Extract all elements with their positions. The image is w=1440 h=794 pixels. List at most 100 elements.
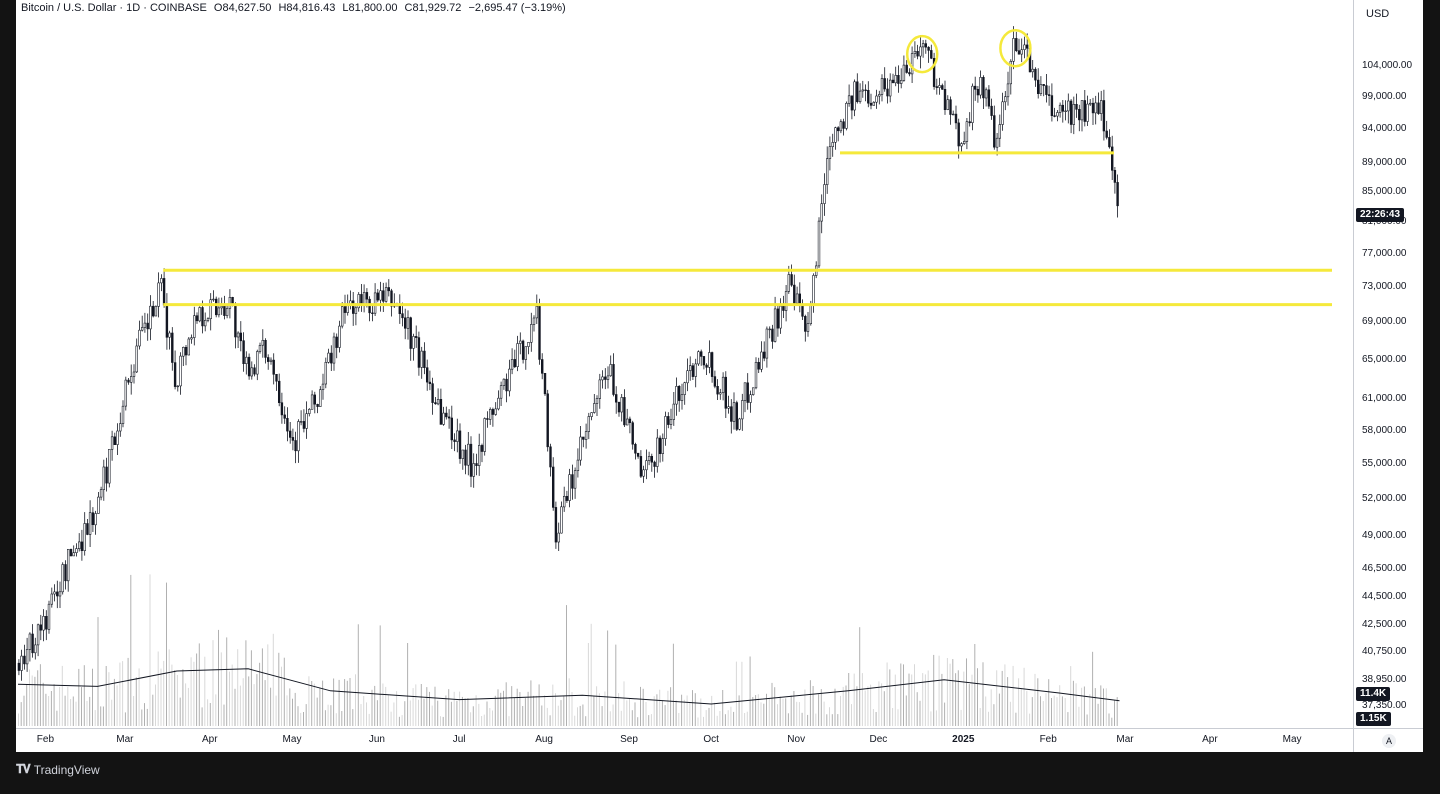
time-tick-label: May: [282, 734, 302, 745]
candle-body: [762, 351, 766, 359]
volume-bar: [892, 708, 894, 726]
volume-bar: [577, 707, 578, 726]
volume-bar: [113, 678, 115, 726]
volume-bar: [977, 668, 978, 726]
candle-body: [467, 443, 470, 466]
candle-body: [425, 367, 429, 383]
candle-body: [943, 89, 947, 111]
volume-bar: [1064, 698, 1066, 726]
candle-body: [921, 43, 925, 48]
candle-body: [390, 290, 393, 307]
candle-body: [138, 329, 141, 347]
volume-bar: [705, 710, 707, 726]
volume-bar: [768, 698, 770, 726]
volume-bar: [771, 682, 773, 726]
volume-bar: [127, 657, 129, 726]
volume-bar: [1026, 691, 1028, 726]
volume-bar: [629, 698, 630, 726]
volume-bar: [415, 684, 417, 726]
candle-body: [195, 315, 199, 322]
volume-bar: [412, 688, 414, 726]
volume-bar: [464, 698, 466, 726]
candle-body: [817, 220, 821, 267]
candle-body: [47, 603, 51, 630]
volume-bar: [733, 711, 735, 726]
candle-body: [557, 532, 560, 543]
volume-bar: [686, 695, 688, 726]
volume-bar: [667, 690, 669, 726]
tradingview-logo[interactable]: 𝐓𝐕 TradingView: [16, 762, 100, 777]
candle-body: [91, 512, 95, 526]
volume-bar: [144, 703, 145, 726]
volume-bar: [998, 693, 1000, 726]
volume-bar: [648, 715, 650, 726]
volume-bar: [450, 701, 452, 726]
volume-bar: [459, 691, 461, 726]
auto-scale-button[interactable]: A: [1382, 734, 1396, 748]
candle-body: [20, 655, 23, 671]
candle-body: [362, 292, 366, 305]
time-tick-label: Apr: [1202, 734, 1218, 745]
volume-bar: [371, 689, 373, 726]
volume-bar: [166, 582, 167, 726]
volume-bar: [72, 696, 74, 726]
candle-body: [672, 403, 676, 420]
candle-body: [272, 359, 275, 375]
volume-bar: [675, 700, 677, 726]
volume-bar: [316, 697, 318, 726]
volume-bar: [593, 696, 595, 726]
volume-bar: [568, 678, 570, 726]
volume-bar: [905, 695, 907, 726]
volume-bar: [941, 673, 943, 726]
open-value: O84,627.50: [213, 2, 272, 14]
candle-body: [990, 105, 993, 116]
candle-body: [483, 418, 486, 452]
volume-bar: [914, 664, 915, 726]
candle-body: [598, 379, 602, 399]
candle-body: [190, 337, 193, 340]
volume-bar: [738, 695, 740, 726]
candle-body: [858, 90, 862, 102]
volume-bar: [1051, 698, 1052, 726]
price-axis[interactable]: USD 104,000.00 99,000.00 94,000.00 89,000.0…: [1353, 0, 1423, 728]
volume-bar: [231, 664, 233, 726]
candle-body: [25, 649, 29, 665]
candle-body: [1064, 110, 1067, 113]
candle-body: [664, 416, 667, 439]
candle-body: [124, 379, 128, 407]
candle-body: [519, 340, 522, 344]
volume-bar: [239, 685, 241, 726]
price-plot[interactable]: [16, 0, 1353, 728]
candle-body: [699, 351, 703, 357]
candle-body: [949, 99, 952, 115]
time-axis[interactable]: Feb Mar Apr May Jun Jul Aug Sep Oct Nov Dec 2025 Feb…: [16, 728, 1353, 752]
candle-body: [105, 466, 108, 484]
symbol-label[interactable]: Bitcoin / U.S. Dollar · 1D · COINBASE: [21, 2, 207, 14]
candle-body: [771, 328, 774, 342]
volume-bar: [61, 665, 63, 726]
candle-body: [568, 474, 571, 501]
candle-body: [938, 85, 941, 88]
candle-body: [179, 355, 182, 387]
candle-body: [694, 363, 697, 377]
volume-bar: [963, 671, 965, 726]
time-tick-label: Mar: [1116, 734, 1134, 745]
candle-body: [384, 287, 388, 302]
volume-bar: [1116, 697, 1118, 726]
volume-bar: [92, 668, 93, 726]
candle-body: [721, 376, 725, 393]
candle-body: [878, 94, 881, 97]
candle-body: [886, 88, 889, 97]
candle-body: [225, 308, 229, 316]
currency-label[interactable]: USD: [1366, 8, 1390, 20]
volume-bar: [1056, 697, 1058, 726]
candle-body: [883, 78, 886, 90]
price-tick-label: 104,000.00: [1362, 60, 1413, 71]
candle-body: [524, 346, 527, 360]
candle-body: [910, 53, 914, 75]
candle-body: [310, 394, 314, 410]
chart-pane[interactable]: Bitcoin / U.S. Dollar · 1D · COINBASE O8…: [16, 0, 1353, 728]
volume-bar: [1020, 688, 1022, 726]
volume-bar: [505, 682, 507, 726]
volume-bar: [226, 637, 228, 726]
